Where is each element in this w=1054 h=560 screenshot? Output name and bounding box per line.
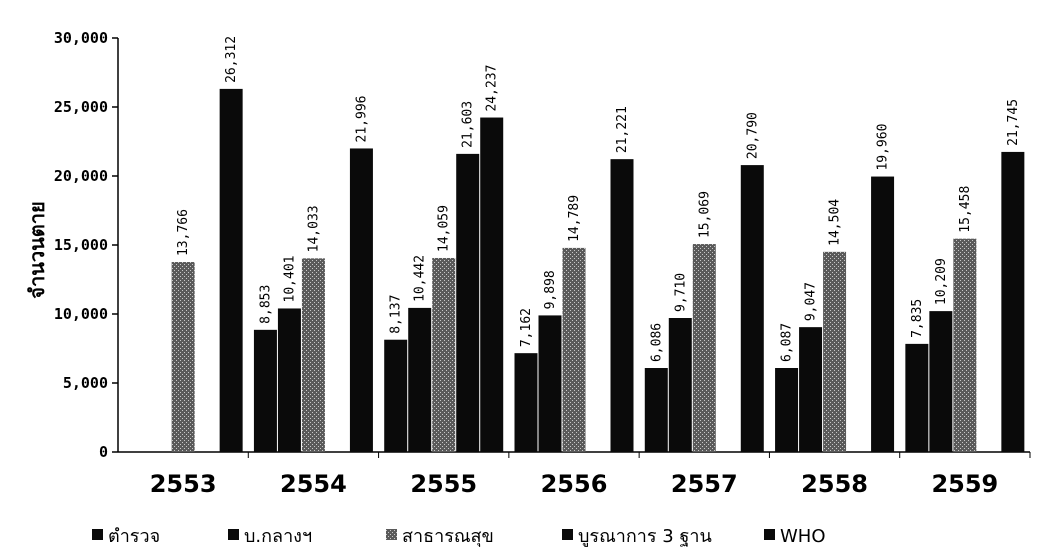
bar-2-2556	[562, 247, 586, 452]
x-tick-label: 2554	[280, 470, 347, 498]
data-label: 6,086	[649, 323, 664, 362]
legend-entry: บ.กลางฯ	[244, 526, 312, 547]
y-tick-label: 30,000	[54, 29, 108, 47]
data-label: 9,898	[543, 270, 558, 309]
data-label: 14,033	[306, 205, 321, 252]
data-label: 10,401	[282, 255, 297, 302]
data-label: 26,312	[224, 36, 239, 83]
bar-0-2559	[905, 343, 929, 452]
bar-2-2559	[953, 238, 977, 452]
data-label: 19,960	[876, 124, 891, 171]
bar-4-2556	[610, 159, 634, 452]
y-tick-label: 25,000	[54, 98, 108, 116]
x-tick-label: 2556	[541, 470, 608, 498]
data-label: 15,069	[697, 191, 712, 238]
data-label: 9,047	[804, 282, 819, 321]
y-tick-label: 15,000	[54, 236, 108, 254]
data-label: 21,996	[354, 95, 369, 142]
bar-2-2553	[171, 262, 195, 452]
legend-entry: บูรณาการ 3 ฐาน	[578, 526, 712, 547]
bar-4-2555	[480, 117, 504, 452]
legend-swatch	[92, 529, 103, 540]
bar-1-2554	[277, 308, 301, 452]
x-tick-label: 2553	[150, 470, 217, 498]
y-tick-label: 10,000	[54, 305, 108, 323]
legend-swatch	[764, 529, 775, 540]
data-label: 20,790	[745, 112, 760, 159]
bar-0-2556	[514, 353, 538, 452]
legend-swatch	[562, 529, 573, 540]
bar-0-2558	[775, 367, 799, 452]
y-ticks: 0 5,000 10,000 15,000 20,000 25,000 30,000	[54, 29, 118, 461]
data-label: 7,162	[519, 308, 534, 347]
data-label: 24,237	[485, 65, 500, 112]
y-tick-label: 0	[99, 443, 108, 461]
data-labels: 13,766 26,312 8,853 10,401 14,033 21,996 8,137…	[176, 36, 1021, 362]
data-label: 14,789	[567, 195, 582, 242]
bar-0-2555	[384, 339, 408, 452]
data-label: 21,745	[1006, 99, 1021, 146]
data-label: 10,209	[934, 258, 949, 305]
legend-entry: ตำรวจ	[108, 526, 160, 547]
bar-2-2555	[432, 257, 456, 452]
bar-2-2554	[301, 258, 325, 452]
data-label: 7,835	[910, 299, 925, 338]
legend-entry: WHO	[780, 526, 826, 547]
data-label: 21,603	[461, 101, 476, 148]
data-label: 15,458	[958, 186, 973, 233]
x-tick-label: 2559	[931, 470, 998, 498]
bar-3-2555	[456, 153, 480, 452]
bar-4-2554	[349, 148, 373, 452]
data-label: 8,137	[389, 295, 404, 334]
y-tick-label: 20,000	[54, 167, 108, 185]
x-tick-label: 2557	[671, 470, 738, 498]
x-tick-label: 2555	[410, 470, 477, 498]
bar-4-2558	[871, 176, 895, 452]
bar-4-2553	[219, 88, 243, 452]
bar-1-2555	[408, 307, 432, 452]
data-label: 6,087	[780, 323, 795, 362]
legend-swatch	[386, 529, 397, 540]
bar-2-2558	[823, 251, 847, 452]
y-axis-label: จำนวนตาย	[25, 201, 49, 298]
bar-4-2559	[1001, 151, 1025, 452]
legend-entry: สาธารณสุข	[402, 526, 494, 547]
data-label: 21,221	[615, 106, 630, 153]
bar-1-2558	[799, 327, 823, 452]
data-label: 14,059	[437, 205, 452, 252]
data-label: 13,766	[176, 209, 191, 256]
data-label: 10,442	[413, 255, 428, 302]
bars	[171, 88, 1025, 452]
bar-1-2559	[929, 311, 953, 452]
bar-0-2554	[253, 329, 277, 452]
bar-1-2556	[538, 315, 562, 452]
bar-4-2557	[740, 165, 764, 452]
data-label: 8,853	[258, 285, 273, 324]
x-tick-label: 2558	[801, 470, 868, 498]
data-label: 9,710	[673, 273, 688, 312]
data-label: 14,504	[828, 199, 843, 246]
bar-1-2557	[668, 318, 692, 452]
legend-swatch	[228, 529, 239, 540]
bar-2-2557	[692, 244, 716, 452]
y-tick-label: 5,000	[63, 374, 108, 392]
bar-0-2557	[644, 368, 668, 452]
legend: ตำรวจ บ.กลางฯ สาธารณสุข บูรณาการ 3 ฐาน WHO	[92, 526, 826, 547]
x-tick-labels: 2553 2554 2555 2556 2557 2558 2559	[150, 452, 1031, 498]
